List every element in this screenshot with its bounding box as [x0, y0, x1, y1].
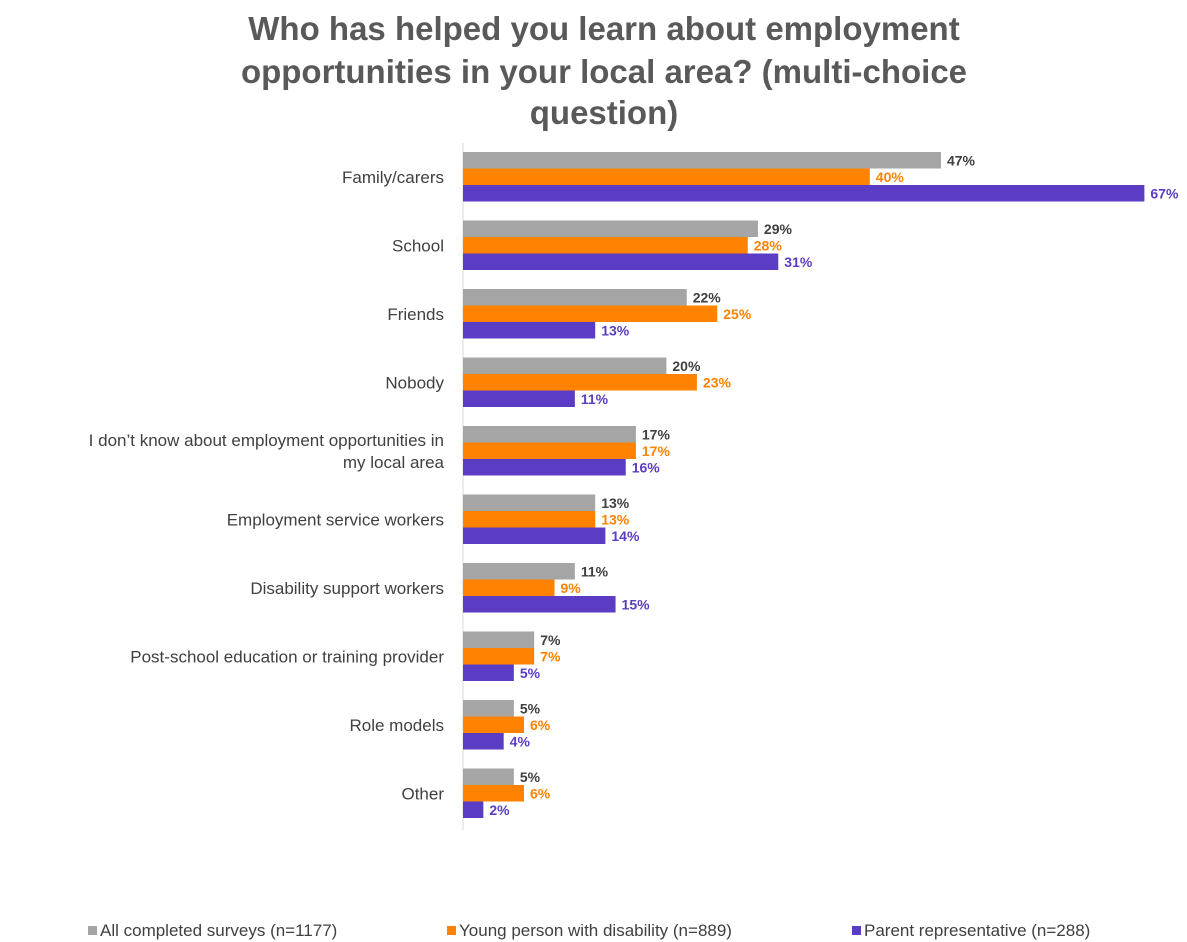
- bar: [463, 152, 941, 169]
- legend-label: Young person with disability (n=889): [459, 921, 732, 940]
- bar: [463, 527, 606, 544]
- data-label: 5%: [520, 700, 541, 716]
- category-label: Post-school education or training provid…: [130, 647, 444, 666]
- bar: [463, 185, 1145, 202]
- bar: [463, 168, 870, 185]
- bar: [463, 716, 525, 733]
- category-label: Family/carers: [342, 168, 444, 187]
- category-label: Nobody: [385, 373, 444, 392]
- category-label: Employment service workers: [227, 510, 444, 529]
- bar: [463, 596, 616, 613]
- data-labels: 47%29%22%20%17%13%11%7%5%5%40%28%25%23%1…: [489, 152, 1179, 818]
- data-label: 17%: [642, 426, 671, 442]
- bar: [463, 253, 779, 270]
- bar: [463, 220, 758, 237]
- bar: [463, 459, 626, 476]
- data-label: 5%: [520, 769, 541, 785]
- data-label: 14%: [611, 528, 640, 544]
- chart-title-line-2: opportunities in your local area? (multi…: [241, 53, 967, 90]
- bar: [463, 357, 667, 374]
- bar: [463, 511, 596, 528]
- data-label: 11%: [581, 563, 609, 579]
- legend-swatch: [852, 926, 861, 935]
- data-label: 4%: [510, 733, 531, 749]
- data-label: 9%: [561, 580, 582, 596]
- data-label: 6%: [530, 785, 551, 801]
- bar: [463, 289, 687, 306]
- bar: [463, 374, 697, 391]
- data-label: 67%: [1150, 185, 1179, 201]
- data-label: 29%: [764, 221, 793, 237]
- data-label: 23%: [703, 374, 732, 390]
- bar: [463, 664, 514, 681]
- category-label: Role models: [350, 716, 445, 735]
- bar: [463, 390, 575, 407]
- data-label: 13%: [601, 495, 630, 511]
- bar: [463, 442, 636, 459]
- data-label: 17%: [642, 443, 671, 459]
- bar: [463, 648, 535, 665]
- category-label: Other: [401, 784, 444, 803]
- legend-label: Parent representative (n=288): [864, 921, 1090, 940]
- chart-title-line-1: Who has helped you learn about employmen…: [248, 10, 959, 47]
- category-label: Friends: [387, 305, 444, 324]
- data-label: 15%: [622, 596, 651, 612]
- legend-swatch: [88, 926, 97, 935]
- data-label: 16%: [632, 459, 661, 475]
- bar: [463, 563, 575, 580]
- category-label: Disability support workers: [250, 579, 444, 598]
- bar: [463, 426, 636, 443]
- category-labels: Family/carers School Friends Nobody I don’t …: [89, 168, 445, 804]
- bar: [463, 700, 514, 717]
- legend: All completed surveys (n=1177) Young pers…: [88, 921, 1090, 940]
- data-label: 13%: [601, 511, 630, 527]
- data-label: 47%: [947, 152, 976, 168]
- data-label: 28%: [754, 237, 783, 253]
- bar: [463, 631, 535, 648]
- data-label: 6%: [530, 717, 551, 733]
- chart-title-line-3: question): [530, 94, 678, 131]
- data-label: 22%: [693, 289, 722, 305]
- data-label: 11%: [581, 391, 609, 407]
- data-label: 7%: [540, 648, 561, 664]
- data-label: 7%: [540, 632, 561, 648]
- bar: [463, 768, 514, 785]
- data-label: 5%: [520, 665, 541, 681]
- bar: [463, 305, 718, 322]
- data-label: 40%: [876, 169, 905, 185]
- category-label: School: [392, 236, 444, 255]
- data-label: 2%: [489, 802, 510, 818]
- bar: [463, 237, 748, 254]
- data-label: 31%: [784, 254, 813, 270]
- category-label: I don’t know about employment opportunit…: [89, 431, 444, 450]
- data-label: 20%: [672, 358, 701, 374]
- bar: [463, 579, 555, 596]
- legend-swatch: [447, 926, 456, 935]
- chart-title: Who has helped you learn about employmen…: [241, 10, 967, 131]
- legend-label: All completed surveys (n=1177): [100, 921, 337, 940]
- bar: [463, 322, 596, 339]
- bar: [463, 494, 596, 511]
- bar: [463, 733, 504, 750]
- bars: [463, 152, 1145, 818]
- data-label: 25%: [723, 306, 752, 322]
- data-label: 13%: [601, 322, 630, 338]
- bar: [463, 801, 484, 818]
- bar: [463, 785, 525, 802]
- category-label: my local area: [343, 453, 445, 472]
